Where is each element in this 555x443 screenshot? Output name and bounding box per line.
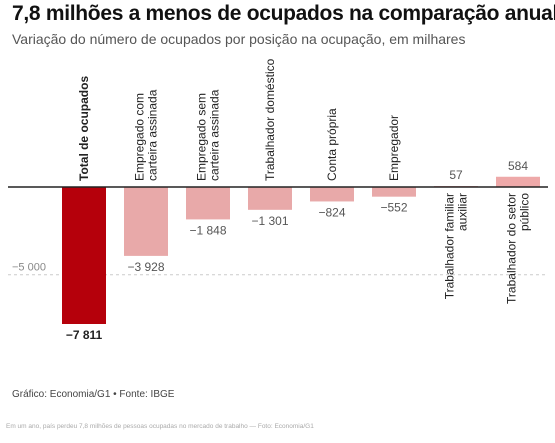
bar [496, 176, 540, 187]
x-tick-label-line: público [518, 193, 532, 231]
data-label: −7 811 [66, 328, 103, 342]
x-tick-label-line: Empregado sem [195, 93, 209, 181]
y-tick-label: −5 000 [12, 262, 46, 274]
x-tick-label-line: carteira assinada [208, 89, 222, 181]
x-tick-label-line: Trabalhador do setor [505, 193, 519, 304]
x-tick-label-line: Trabalhador familiar [443, 193, 457, 299]
x-tick-label-line: auxiliar [456, 193, 470, 231]
x-tick-label-line: Trabalhador doméstico [263, 58, 277, 181]
x-tick-label-line: Empregado com [133, 93, 147, 181]
x-tick-label-line: Empregador [387, 115, 401, 181]
x-tick-label-line: carteira assinada [146, 89, 160, 181]
data-label: 57 [449, 168, 463, 182]
x-tick-label-line: Conta própria [325, 108, 339, 181]
image-caption: Em um ano, país perdeu 7,8 milhões de pe… [6, 423, 314, 430]
x-tick-label: Empregado semcarteira assinada [195, 89, 222, 181]
chart-source: Gráfico: Economia/G1 • Fonte: IBGE [12, 389, 175, 400]
x-tick-label: Empregador [387, 115, 401, 181]
data-label: −1 301 [251, 214, 288, 228]
bar [62, 187, 106, 324]
chart-subtitle: Variação do número de ocupados por posiç… [12, 31, 466, 47]
bar [186, 187, 230, 220]
data-label: −824 [318, 205, 345, 219]
x-tick-label: Empregado comcarteira assinada [133, 89, 160, 181]
x-tick-label: Trabalhador familiarauxiliar [443, 193, 470, 299]
chart-title: 7,8 milhões a menos de ocupados na compa… [12, 2, 555, 25]
bar [248, 187, 292, 210]
bar [310, 187, 354, 202]
x-tick-label-line: Total de ocupados [77, 76, 91, 181]
data-label: −552 [380, 201, 407, 215]
x-tick-label: Trabalhador do setorpúblico [505, 193, 532, 304]
data-label: −1 848 [189, 223, 226, 237]
x-tick-label: Trabalhador doméstico [263, 58, 277, 181]
data-label: −3 928 [127, 260, 164, 274]
data-label: 584 [508, 159, 528, 173]
bar [372, 187, 416, 197]
bar [124, 187, 168, 256]
x-tick-label: Total de ocupados [77, 76, 91, 181]
x-tick-label: Conta própria [325, 108, 339, 181]
